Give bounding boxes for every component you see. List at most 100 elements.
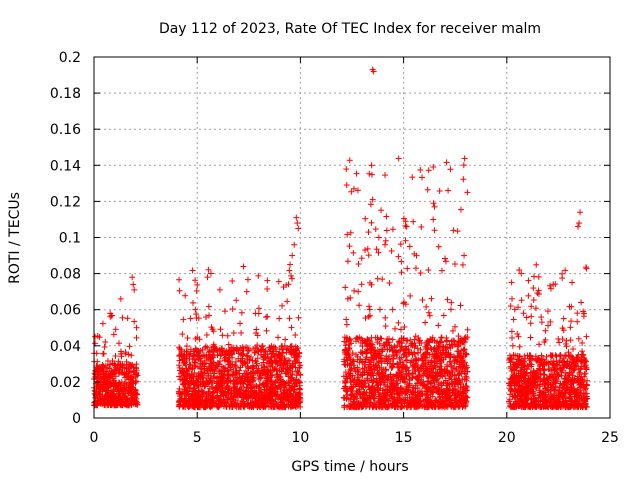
data-point [382, 172, 388, 178]
data-point [430, 216, 436, 222]
data-point [344, 182, 350, 188]
data-point [448, 300, 454, 306]
data-point [530, 285, 536, 291]
data-point [369, 162, 375, 168]
data-point [356, 302, 362, 308]
data-point [131, 319, 137, 325]
data-point [407, 293, 413, 299]
data-point [419, 297, 425, 303]
data-point [541, 371, 547, 377]
x-axis-title: GPS time / hours [291, 459, 408, 475]
data-point [410, 219, 416, 225]
data-point [396, 156, 402, 162]
data-point [455, 228, 461, 234]
data-point [237, 320, 243, 326]
data-point [404, 224, 410, 230]
data-point [461, 253, 467, 259]
data-point [359, 281, 365, 287]
y-tick-label: 0.02 [50, 375, 81, 391]
data-point [176, 277, 182, 283]
data-point [343, 317, 349, 323]
data-point [428, 296, 434, 302]
data-point [574, 319, 580, 325]
data-point [395, 320, 401, 326]
data-point [514, 331, 520, 337]
data-point [282, 336, 288, 342]
data-point [286, 268, 292, 274]
data-point [362, 247, 368, 253]
y-tick-label: 0.08 [50, 267, 81, 283]
data-point [528, 313, 534, 319]
data-point [452, 261, 458, 267]
y-tick-label: 0.04 [50, 339, 81, 355]
data-point [437, 188, 443, 194]
data-point [528, 320, 534, 326]
data-point [390, 226, 396, 232]
data-point [439, 268, 445, 274]
data-point [222, 308, 228, 314]
data-point [442, 255, 448, 261]
data-point [383, 323, 389, 329]
data-point [436, 244, 442, 250]
x-tick-label: 15 [395, 430, 413, 446]
data-point [203, 343, 209, 349]
data-point [341, 361, 347, 367]
data-point [127, 343, 133, 349]
data-point [398, 241, 404, 247]
data-point [347, 157, 353, 163]
data-point [510, 343, 516, 349]
data-point [377, 307, 383, 313]
data-point [180, 317, 186, 323]
data-point [225, 333, 231, 339]
data-point [367, 307, 373, 313]
data-point [289, 253, 295, 259]
data-point [185, 335, 191, 341]
data-point [515, 334, 521, 340]
data-point [583, 334, 589, 340]
y-axis-title: ROTI / TECUs [7, 192, 23, 284]
data-point [379, 276, 385, 282]
data-point [417, 167, 423, 173]
data-point [345, 258, 351, 264]
data-point [458, 302, 464, 308]
data-point [419, 174, 425, 180]
data-point [422, 320, 428, 326]
data-point [342, 284, 348, 290]
data-point [92, 334, 98, 340]
data-point [116, 340, 122, 346]
data-point [134, 325, 140, 331]
data-point [582, 371, 588, 377]
data-point [359, 255, 365, 261]
data-point [584, 378, 590, 384]
data-point [346, 243, 352, 249]
y-tick-label: 0 [72, 411, 81, 427]
data-point [575, 224, 581, 230]
data-point [279, 303, 285, 309]
x-tick-label: 20 [498, 430, 516, 446]
data-point [366, 171, 372, 177]
data-point [409, 174, 415, 180]
data-point [206, 304, 212, 310]
data-points-layer [91, 67, 590, 411]
data-point [365, 246, 371, 252]
data-point [576, 220, 582, 226]
data-point [366, 252, 372, 258]
data-point [407, 244, 413, 250]
data-point [465, 327, 471, 333]
data-point [382, 315, 388, 321]
data-point [460, 176, 466, 182]
data-point [287, 262, 293, 268]
data-point [561, 316, 567, 322]
data-point [425, 187, 431, 193]
data-point [355, 187, 361, 193]
data-point [102, 339, 108, 345]
data-point [508, 303, 514, 309]
data-point [179, 331, 185, 337]
data-point [574, 310, 580, 316]
data-point [264, 278, 270, 284]
data-point [562, 267, 568, 273]
chart-title: Day 112 of 2023, Rate Of TEC Index for r… [159, 21, 541, 37]
data-point [525, 278, 531, 284]
data-point [133, 361, 139, 367]
